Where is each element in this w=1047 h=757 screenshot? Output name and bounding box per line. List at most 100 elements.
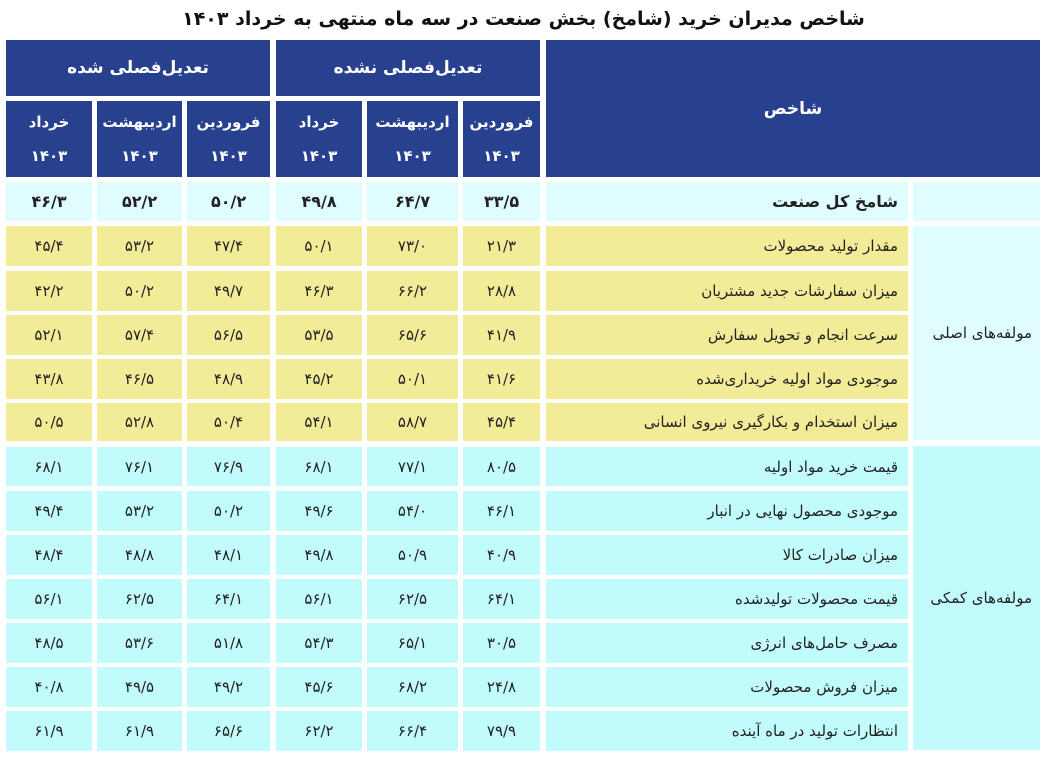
value-not-adjusted: ۵۳/۵ [276, 315, 362, 355]
group-cell-aux: مولفه‌های کمکی [913, 446, 1040, 750]
value-adjusted: ۵۳/۲ [97, 226, 182, 266]
value-adjusted: ۵۶/۱ [6, 579, 92, 619]
row-label: سرعت انجام و تحویل سفارش [546, 315, 908, 355]
value-not-adjusted: ۲۸/۸ [463, 271, 540, 311]
value-adjusted: ۴۸/۴ [6, 535, 92, 575]
value-adjusted: ۴۹/۴ [6, 491, 92, 531]
value-adjusted: ۴۷/۴ [187, 226, 270, 266]
value-adjusted: ۵۰/۴ [187, 403, 270, 441]
value-adjusted: ۶۵/۶ [187, 711, 270, 751]
value-not-adjusted: ۲۱/۳ [463, 226, 540, 266]
header-group-adjusted: تعدیل‌فصلی شده [6, 40, 270, 96]
row-label: انتظارات تولید در ماه آینده [546, 711, 908, 751]
row-label: میزان استخدام و بکارگیری نیروی انسانی [546, 403, 908, 441]
header-na-khordad: خرداد ۱۴۰۳ [276, 101, 362, 177]
month-year: ۱۴۰۳ [394, 147, 431, 165]
row-label: قیمت خرید مواد اولیه [546, 447, 908, 486]
value-not-adjusted: ۸۰/۵ [463, 447, 540, 486]
value-adjusted: ۵۲/۸ [97, 403, 182, 441]
value-not-adjusted: ۴۱/۹ [463, 315, 540, 355]
value-adjusted: ۴۸/۹ [187, 359, 270, 399]
value-not-adjusted: ۶۸/۱ [276, 447, 362, 486]
month-year: ۱۴۰۳ [210, 147, 247, 165]
row-label: موجودی محصول نهایی در انبار [546, 491, 908, 531]
value-not-adjusted: ۴۵/۲ [276, 359, 362, 399]
month-name: اردیبهشت [375, 113, 450, 131]
value-adjusted: ۷۶/۹ [187, 447, 270, 486]
value-not-adjusted: ۶۶/۴ [367, 711, 458, 751]
value-not-adjusted: ۵۶/۱ [276, 579, 362, 619]
value-adjusted: ۵۱/۸ [187, 623, 270, 663]
month-year: ۱۴۰۳ [30, 147, 68, 165]
month-year: ۱۴۰۳ [300, 147, 338, 165]
header-sa-farvardin: فروردین ۱۴۰۳ [187, 101, 270, 177]
month-year: ۱۴۰۳ [483, 147, 520, 165]
value-not-adjusted: ۳۰/۵ [463, 623, 540, 663]
value-adjusted: ۵۰/۲ [187, 491, 270, 531]
header-group-adjusted-label: تعدیل‌فصلی شده [67, 58, 209, 78]
value-not-adjusted: ۴۹/۸ [276, 182, 362, 221]
group-cell-total [913, 182, 1040, 221]
month-name: خرداد [298, 113, 340, 131]
value-not-adjusted: ۶۸/۲ [367, 667, 458, 707]
value-adjusted: ۴۹/۲ [187, 667, 270, 707]
value-not-adjusted: ۴۹/۶ [276, 491, 362, 531]
value-adjusted: ۴۳/۸ [6, 359, 92, 399]
value-adjusted: ۴۰/۸ [6, 667, 92, 707]
value-not-adjusted: ۵۰/۹ [367, 535, 458, 575]
value-adjusted: ۶۴/۱ [187, 579, 270, 619]
value-adjusted: ۴۹/۵ [97, 667, 182, 707]
value-not-adjusted: ۵۰/۱ [367, 359, 458, 399]
value-not-adjusted: ۴۹/۸ [276, 535, 362, 575]
table-title: شاخص مدیران خرید (شامخ) بخش صنعت در سه م… [182, 8, 865, 30]
row-label: شامخ کل صنعت [546, 182, 908, 221]
row-label: میزان صادرات کالا [546, 535, 908, 575]
value-adjusted: ۷۶/۱ [97, 447, 182, 486]
row-label: موجودی مواد اولیه خریداری‌شده [546, 359, 908, 399]
value-not-adjusted: ۲۴/۸ [463, 667, 540, 707]
value-not-adjusted: ۶۴/۷ [367, 182, 458, 221]
value-not-adjusted: ۶۶/۲ [367, 271, 458, 311]
group-label-main: مولفه‌های اصلی [932, 324, 1032, 342]
value-adjusted: ۴۶/۵ [97, 359, 182, 399]
value-not-adjusted: ۴۶/۳ [276, 271, 362, 311]
value-adjusted: ۵۲/۱ [6, 315, 92, 355]
value-not-adjusted: ۴۵/۶ [276, 667, 362, 707]
value-adjusted: ۵۳/۲ [97, 491, 182, 531]
value-adjusted: ۵۳/۶ [97, 623, 182, 663]
header-na-ordibehesht: اردیبهشت ۱۴۰۳ [367, 101, 458, 177]
value-adjusted: ۵۲/۲ [97, 182, 182, 221]
month-year: ۱۴۰۳ [121, 147, 158, 165]
value-not-adjusted: ۵۴/۰ [367, 491, 458, 531]
value-not-adjusted: ۳۳/۵ [463, 182, 540, 221]
value-not-adjusted: ۶۵/۶ [367, 315, 458, 355]
value-not-adjusted: ۵۴/۳ [276, 623, 362, 663]
row-label: مقدار تولید محصولات [546, 226, 908, 266]
value-adjusted: ۵۷/۴ [97, 315, 182, 355]
value-adjusted: ۵۰/۲ [97, 271, 182, 311]
row-label: مصرف حامل‌های انرژی [546, 623, 908, 663]
value-not-adjusted: ۵۸/۷ [367, 403, 458, 441]
value-not-adjusted: ۴۶/۱ [463, 491, 540, 531]
value-not-adjusted: ۵۴/۱ [276, 403, 362, 441]
value-adjusted: ۴۵/۴ [6, 226, 92, 266]
header-sa-ordibehesht: اردیبهشت ۱۴۰۳ [97, 101, 182, 177]
value-adjusted: ۴۹/۷ [187, 271, 270, 311]
value-adjusted: ۵۰/۵ [6, 403, 92, 441]
header-group-not-adjusted-label: تعدیل‌فصلی نشده [333, 58, 483, 78]
value-not-adjusted: ۵۰/۱ [276, 226, 362, 266]
value-adjusted: ۴۶/۳ [6, 182, 92, 221]
value-adjusted: ۴۸/۱ [187, 535, 270, 575]
header-na-farvardin: فروردین ۱۴۰۳ [463, 101, 540, 177]
value-not-adjusted: ۶۲/۲ [276, 711, 362, 751]
group-cell-main: مولفه‌های اصلی [913, 226, 1040, 440]
header-group-not-adjusted: تعدیل‌فصلی نشده [276, 40, 540, 96]
value-adjusted: ۵۶/۵ [187, 315, 270, 355]
value-adjusted: ۴۸/۵ [6, 623, 92, 663]
header-indicator-label: شاخص [763, 98, 823, 119]
value-not-adjusted: ۷۷/۱ [367, 447, 458, 486]
value-not-adjusted: ۴۰/۹ [463, 535, 540, 575]
value-not-adjusted: ۴۱/۶ [463, 359, 540, 399]
header-sa-khordad: خرداد ۱۴۰۳ [6, 101, 92, 177]
row-label: میزان فروش محصولات [546, 667, 908, 707]
